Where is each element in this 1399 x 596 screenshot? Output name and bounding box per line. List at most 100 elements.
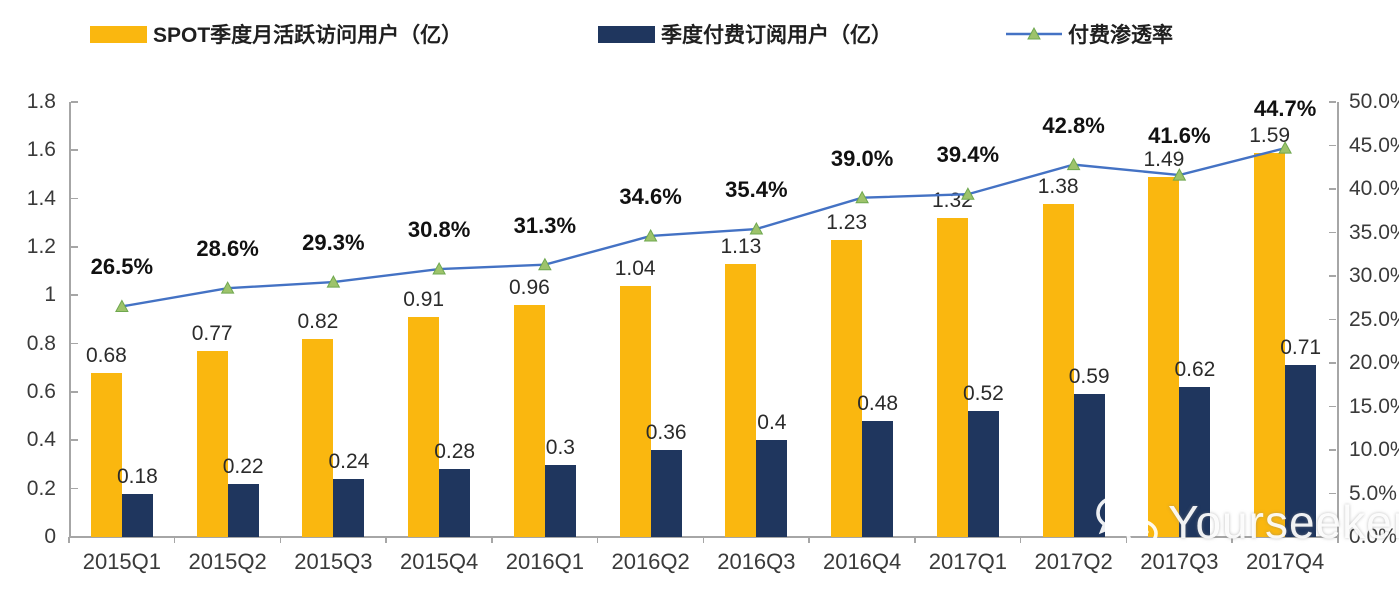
y-tick-left xyxy=(71,391,78,393)
bar-subs xyxy=(439,469,471,537)
bar-label-mau: 0.96 xyxy=(508,276,550,299)
y-tick-left xyxy=(71,197,78,200)
x-tick xyxy=(491,537,493,543)
bar-mau xyxy=(513,305,545,537)
pct-label: 44.7% xyxy=(1253,96,1317,122)
bar-label-mau: 0.82 xyxy=(297,309,339,333)
y-tick-right xyxy=(1329,362,1336,364)
legend-swatch-mau-icon xyxy=(90,25,147,43)
bar-label-subs: 0.62 xyxy=(1174,358,1216,382)
y-tick-right xyxy=(1329,101,1336,103)
y-tick-label-right: 45.0% xyxy=(1349,133,1399,157)
bar-subs xyxy=(1179,387,1211,537)
bar-mau xyxy=(302,338,334,537)
y-tick-label-right: 20.0% xyxy=(1349,351,1399,374)
x-tick xyxy=(173,537,176,543)
x-tick xyxy=(596,537,599,543)
bar-subs xyxy=(862,421,894,537)
bar-label-mau: 1.04 xyxy=(614,256,656,280)
legend-item-penetration: 付费渗透率 xyxy=(1006,19,1173,49)
bar-label-subs: 0.3 xyxy=(545,435,575,459)
bar-mau xyxy=(725,263,757,537)
y-tick-label-left: 0.4 xyxy=(26,428,56,452)
x-tick-label: 2017Q3 xyxy=(1140,549,1219,574)
pct-label: 28.6% xyxy=(196,236,259,262)
y-tick-left xyxy=(71,487,78,490)
y-tick-right xyxy=(1329,231,1336,234)
y-tick-label-left: 0.6 xyxy=(26,380,56,403)
bar-label-mau: 1.49 xyxy=(1143,147,1185,171)
pct-label: 42.8% xyxy=(1042,112,1105,138)
legend-item-subs: 季度付费订阅用户（亿） xyxy=(598,19,892,49)
line-marker-triangle-icon xyxy=(432,261,446,275)
y-tick-right xyxy=(1329,144,1336,147)
bar-label-mau: 1.32 xyxy=(931,189,973,212)
bar-mau xyxy=(1148,176,1180,537)
bar-label-mau: 1.59 xyxy=(1249,123,1291,147)
y-tick-label-right: 0.0% xyxy=(1349,525,1397,548)
y-tick-right xyxy=(1329,492,1336,495)
y-tick-label-left: 1 xyxy=(44,283,56,307)
bar-subs xyxy=(227,483,259,537)
y-tick-right xyxy=(1329,275,1336,277)
y-tick-label-left: 1.8 xyxy=(26,90,56,113)
bar-subs xyxy=(967,411,999,537)
pct-label: 26.5% xyxy=(90,254,154,280)
pct-label: 35.4% xyxy=(725,177,788,203)
y-tick-label-left: 0.2 xyxy=(26,476,56,500)
bar-subs xyxy=(650,450,682,537)
y-tick-label-right: 25.0% xyxy=(1349,307,1399,331)
x-tick-label: 2016Q1 xyxy=(505,549,585,574)
x-tick-label: 2016Q2 xyxy=(611,549,690,574)
x-tick-label: 2015Q3 xyxy=(294,549,373,574)
bar-subs xyxy=(544,464,576,537)
bar-label-subs: 0.52 xyxy=(962,382,1004,406)
legend-label-subs: 季度付费订阅用户（亿） xyxy=(661,24,892,47)
x-tick xyxy=(808,537,810,543)
bar-label-subs: 0.28 xyxy=(434,440,476,464)
x-tick-label: 2015Q4 xyxy=(399,549,479,574)
x-tick xyxy=(1019,537,1022,543)
bar-label-subs: 0.24 xyxy=(328,450,370,473)
y-tick-label-right: 10.0% xyxy=(1349,438,1399,461)
y-tick-right xyxy=(1329,536,1336,538)
x-tick xyxy=(279,537,282,543)
line-marker-triangle-icon xyxy=(538,257,552,271)
bar-label-subs: 0.18 xyxy=(116,464,158,488)
legend-label-penetration: 付费渗透率 xyxy=(1068,24,1173,47)
y-tick-right xyxy=(1329,405,1336,408)
bar-subs xyxy=(1285,365,1317,537)
y-tick-right xyxy=(1329,188,1336,190)
bar-label-subs: 0.36 xyxy=(645,421,687,444)
pct-label: 31.3% xyxy=(513,212,577,238)
bar-mau xyxy=(90,372,122,537)
x-tick xyxy=(1231,537,1233,543)
bar-mau xyxy=(196,350,228,537)
y-tick-label-left: 1.6 xyxy=(26,138,56,162)
x-tick-label: 2017Q2 xyxy=(1034,549,1113,574)
y-tick-left xyxy=(71,342,78,345)
x-tick xyxy=(385,537,387,543)
bar-label-mau: 1.38 xyxy=(1037,174,1079,198)
bar-label-mau: 1.13 xyxy=(720,234,762,258)
pct-label: 34.6% xyxy=(619,183,682,209)
legend-line-marker-icon xyxy=(1006,26,1062,40)
line-marker-triangle-icon xyxy=(855,190,869,204)
legend-swatch-subs-icon xyxy=(598,25,655,43)
y-tick-label-left: 1.4 xyxy=(26,186,56,210)
bar-subs xyxy=(756,440,788,537)
bar-label-subs: 0.59 xyxy=(1068,365,1110,389)
x-tick-label: 2017Q1 xyxy=(928,549,1008,574)
line-marker-triangle-icon xyxy=(115,299,129,312)
y-tick-label-right: 50.0% xyxy=(1349,90,1399,113)
y-tick-label-left: 1.2 xyxy=(26,235,56,258)
x-tick xyxy=(1125,537,1128,543)
y-tick-left xyxy=(71,439,78,441)
y-tick-label-right: 15.0% xyxy=(1349,394,1399,418)
pct-label: 41.6% xyxy=(1148,123,1211,149)
bar-subs xyxy=(1073,394,1105,537)
y-axis-left xyxy=(69,102,71,537)
y-tick-left xyxy=(71,149,78,151)
